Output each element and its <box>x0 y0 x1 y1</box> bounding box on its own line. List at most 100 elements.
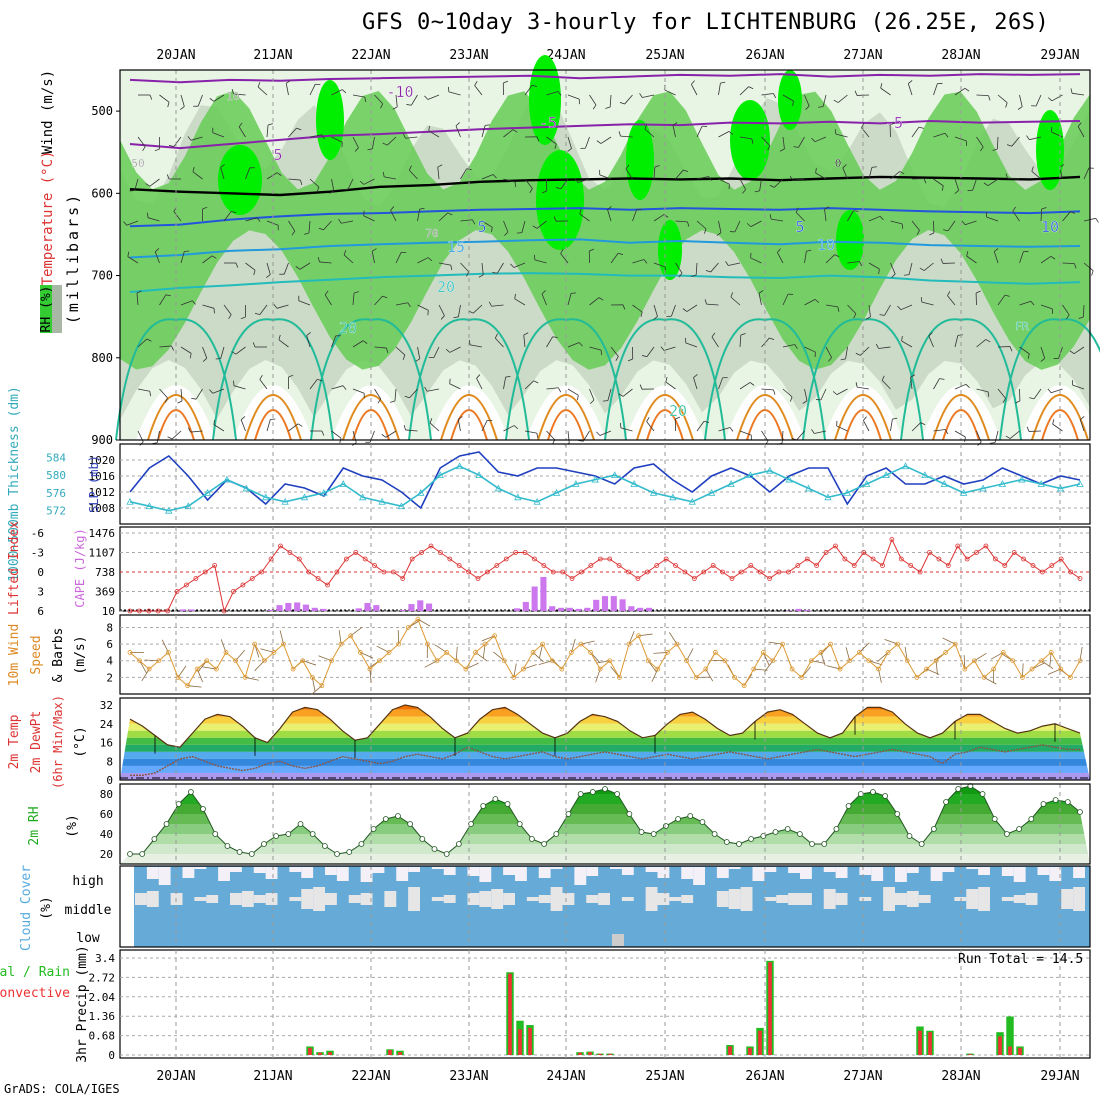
pressure-tick-label: 900 <box>91 433 113 447</box>
cape-bar <box>400 610 406 611</box>
rh2m-point <box>834 827 839 832</box>
cape-tick-label: 10 <box>102 605 115 618</box>
cloud-gap-middle <box>313 887 325 911</box>
rh2m-point <box>408 822 413 827</box>
top-day-label: 27JAN <box>843 48 882 63</box>
rh2m-point <box>724 840 729 845</box>
pressure-tick-label: 800 <box>91 351 113 365</box>
cloud-gap-high <box>444 867 456 875</box>
cape-bar <box>795 609 801 611</box>
rh2m-point <box>931 827 936 832</box>
cloud-gap-middle <box>586 895 598 903</box>
cloud-gap-high <box>503 867 515 875</box>
rh2m-point <box>481 804 486 809</box>
rh2m-point <box>1078 810 1083 815</box>
thickness-tick-label: 576 <box>46 487 66 500</box>
contour-label: -5 <box>539 114 557 132</box>
cloud-gap-middle <box>622 897 634 901</box>
credit: GrADS: COLA/IGES <box>4 1082 120 1096</box>
cloud-gap-high <box>931 867 943 881</box>
rh2m-point <box>1053 798 1058 803</box>
cloud-gap-middle <box>503 893 515 905</box>
cloud-gap-high <box>266 867 278 879</box>
rh2m-point <box>383 817 388 822</box>
rh2m-point <box>322 844 327 849</box>
rh2m-point <box>128 852 133 857</box>
temp-axis-label: 2m Temp <box>7 714 22 769</box>
cloud-gap-high <box>396 867 408 881</box>
precip-convective-bar <box>1018 1048 1022 1055</box>
wind-barb <box>620 423 621 428</box>
rh2m-point <box>956 787 961 792</box>
cloud-gap-middle <box>539 895 551 903</box>
lifted-index-tick-label: -6 <box>31 527 44 540</box>
cape-bar <box>303 605 309 611</box>
cloud-gap-middle <box>491 889 503 909</box>
wind-barb <box>485 125 490 126</box>
rh-shade-bright <box>316 80 344 160</box>
precip-convective-bar <box>998 1036 1002 1055</box>
cloud-gap-low <box>612 934 624 946</box>
cloud-gap-high <box>646 867 658 872</box>
cape-bar <box>576 609 582 611</box>
cape-bar <box>294 602 300 611</box>
cape-tick-label: 1107 <box>89 547 116 560</box>
cape-bar <box>356 608 362 611</box>
wind-barb <box>1092 271 1094 276</box>
rh2m-axis-label: (%) <box>65 814 80 837</box>
cloud-row-label: low <box>76 931 100 946</box>
cloud-gap-middle <box>788 893 800 905</box>
contour-label: 10 <box>817 236 835 254</box>
cape-bar <box>320 609 326 611</box>
wind-speed-tick-label: 6 <box>106 638 113 651</box>
rh-shade-bright <box>626 120 654 200</box>
cloud-gap-middle <box>966 889 978 909</box>
rh2m-point <box>517 822 522 827</box>
cloud-gap-middle <box>800 893 812 905</box>
precip-convective-bar <box>968 1054 972 1055</box>
cape-bar <box>593 600 599 611</box>
rh2m-point <box>615 792 620 797</box>
wind-barb <box>571 293 576 294</box>
rh2m-point <box>1041 802 1046 807</box>
rh2m-point <box>663 824 668 829</box>
run-total: Run Total = 14.5 <box>958 952 1083 967</box>
cape-bar <box>417 600 423 611</box>
precip-convective-bar <box>928 1032 932 1055</box>
rh2m-point <box>201 807 206 812</box>
rh2m-point <box>566 812 571 817</box>
cloud-gap-middle <box>978 887 990 911</box>
cape-bar <box>268 610 274 611</box>
rh2m-point <box>335 852 340 857</box>
cloud-gap-high <box>717 867 729 878</box>
contour-label: 50 <box>131 157 144 170</box>
cloud-gap-high <box>836 867 848 878</box>
cloud-gap-high <box>622 867 634 875</box>
top-day-label: 21JAN <box>253 48 292 63</box>
precip-tick-label: 3.4 <box>95 952 115 965</box>
cape-bar <box>628 606 634 611</box>
cloud-gap-high <box>586 867 598 876</box>
contour-label: 20 <box>437 278 455 296</box>
cloud-gap-middle <box>444 895 456 903</box>
contour-label: 5 <box>795 218 804 236</box>
rh2m-point <box>870 790 875 795</box>
rh2m-point <box>371 827 376 832</box>
cape-bar <box>180 609 186 611</box>
wind-speed-line <box>130 619 1080 686</box>
rh2m-point <box>237 850 242 855</box>
top-day-label: 22JAN <box>351 48 390 63</box>
precip-tick-label: 0.68 <box>89 1030 116 1043</box>
wind-axis-label: Wind (m/s) <box>40 70 56 154</box>
cloud-gap-high <box>230 867 242 872</box>
temp-axis-label: (°C) <box>73 726 88 757</box>
precip-convective-bar <box>528 1028 532 1055</box>
cloud-axis-label: Cloud Cover <box>19 865 34 951</box>
bottom-day-label: 29JAN <box>1040 1069 1079 1084</box>
precip-convective-bar <box>318 1053 322 1055</box>
cape-bar <box>523 602 529 611</box>
cloud-gap-high <box>800 867 812 879</box>
cloud-gap-middle <box>954 897 966 901</box>
contour-label: 70 <box>425 227 438 240</box>
